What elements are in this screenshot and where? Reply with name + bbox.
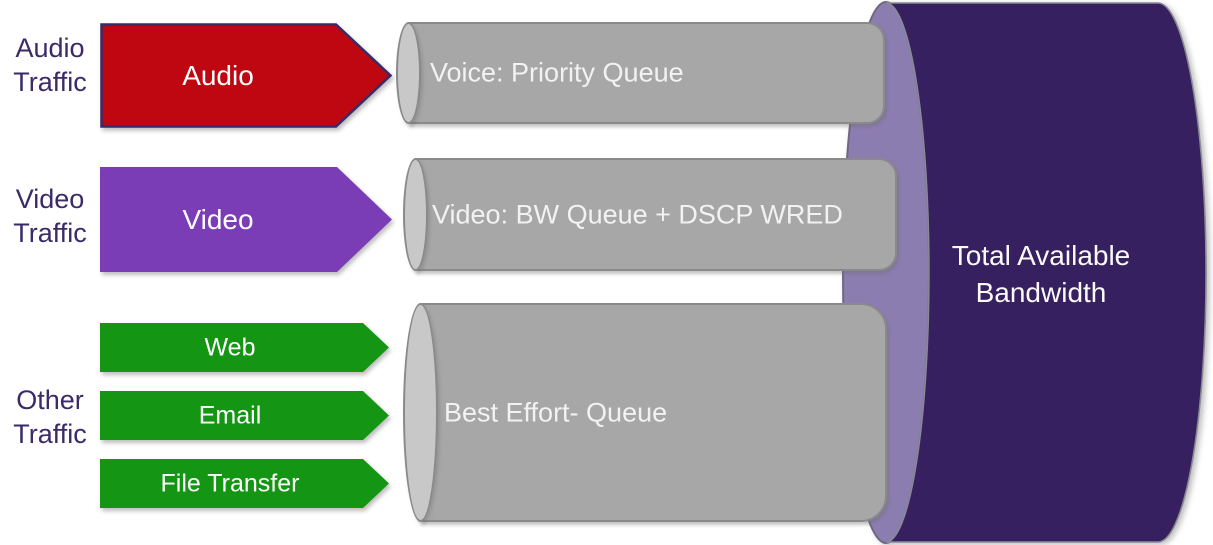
video-traffic-label-line1: Video [15, 184, 85, 214]
voice-queue-cap [396, 22, 421, 124]
web-arrow-label: Web [204, 333, 256, 361]
audio-traffic-label-line2: Traffic [13, 67, 87, 97]
video-arrow-shape [100, 167, 392, 272]
other-traffic-label: Other Traffic [2, 383, 98, 451]
bandwidth-label-line1: Total Available [951, 240, 1131, 271]
best-effort-queue-cylinder: Best Effort- Queue [403, 303, 887, 522]
audio-traffic-label-line1: Audio [15, 33, 85, 63]
video-queue-label: Video: BW Queue + DSCP WRED [432, 199, 843, 229]
audio-arrow-shape [100, 23, 393, 128]
voice-queue-label: Voice: Priority Queue [430, 57, 684, 88]
file-transfer-arrow-label: File Transfer [160, 469, 300, 497]
video-traffic-label: Video Traffic [2, 182, 98, 250]
best-effort-queue-cap [403, 303, 438, 522]
audio-arrow: Audio [100, 23, 393, 128]
file-transfer-arrow: File Transfer [100, 459, 390, 508]
video-traffic-label-line2: Traffic [13, 218, 87, 248]
other-traffic-label-line1: Other [16, 385, 84, 415]
video-arrow: Video [100, 167, 392, 272]
video-queue-cap [403, 158, 428, 271]
email-arrow: Email [100, 391, 390, 440]
best-effort-queue-body [420, 303, 887, 522]
voice-priority-queue-cylinder: Voice: Priority Queue [396, 22, 885, 124]
bandwidth-cylinder-body [885, 2, 1207, 543]
total-available-bandwidth-label: Total Available Bandwidth [928, 237, 1154, 311]
bandwidth-label-line2: Bandwidth [975, 277, 1107, 308]
audio-arrow-label: Audio [182, 59, 254, 91]
audio-traffic-label: Audio Traffic [2, 31, 98, 99]
best-effort-queue-label: Best Effort- Queue [444, 397, 668, 427]
video-queue-body [415, 158, 897, 271]
web-arrow-shape [100, 323, 389, 372]
video-arrow-label: Video [182, 203, 254, 235]
video-bw-queue-cylinder: Video: BW Queue + DSCP WRED [403, 158, 897, 271]
email-arrow-label: Email [198, 401, 262, 429]
email-arrow-shape [100, 391, 389, 440]
web-arrow: Web [100, 323, 390, 372]
voice-queue-body [408, 22, 885, 124]
other-traffic-label-line2: Traffic [13, 419, 87, 449]
file-transfer-arrow-shape [100, 459, 389, 508]
